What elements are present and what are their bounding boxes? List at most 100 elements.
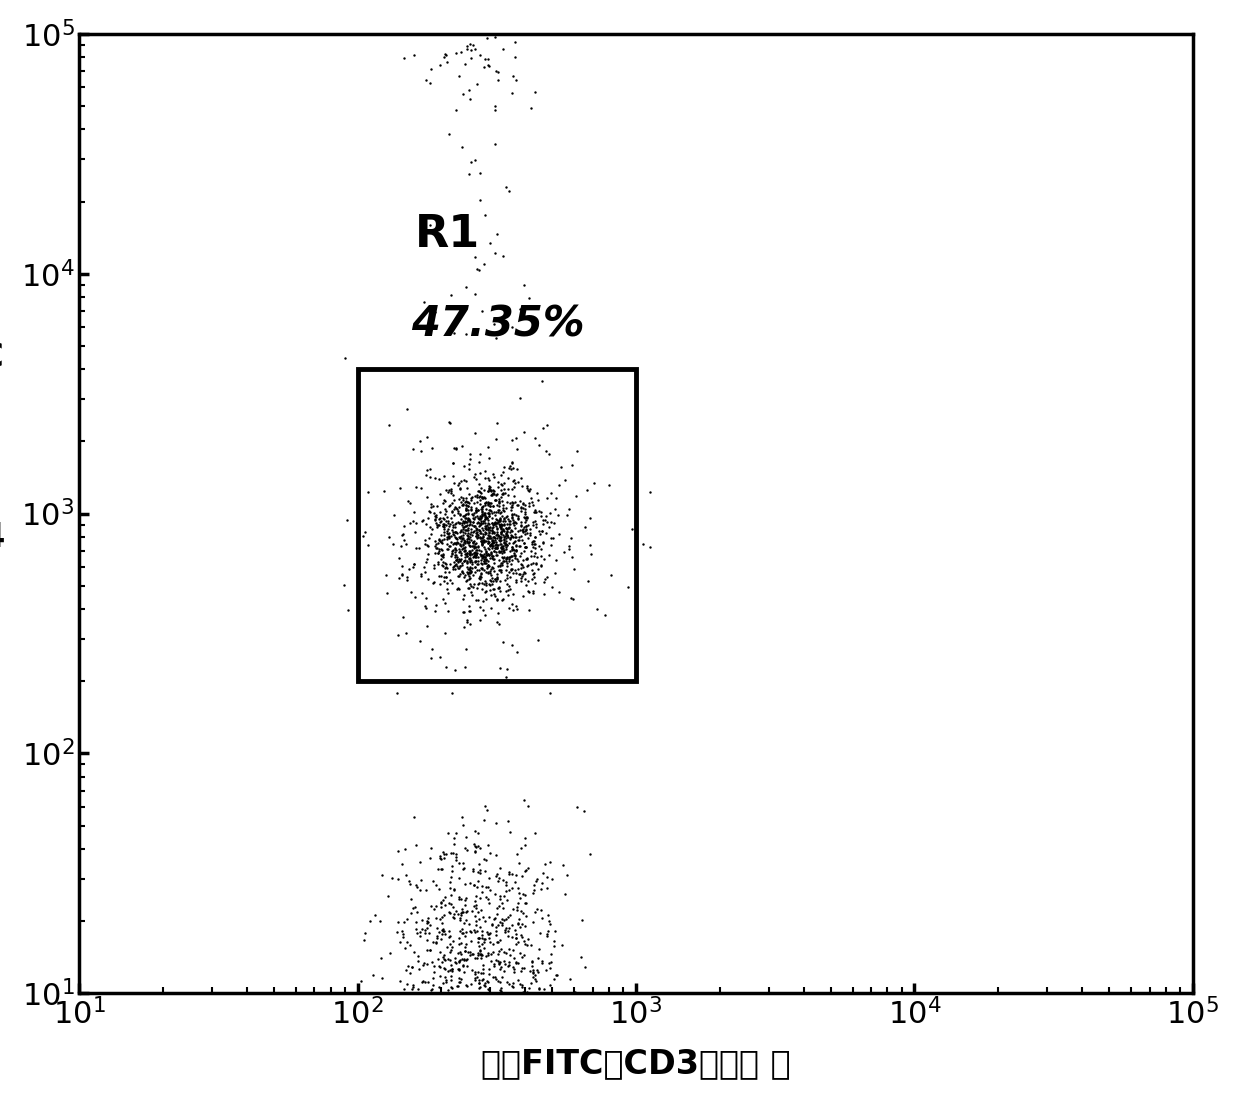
Point bbox=[444, 553, 464, 570]
Point bbox=[503, 472, 523, 490]
Point bbox=[449, 541, 469, 558]
Point bbox=[482, 514, 502, 532]
Point bbox=[482, 522, 502, 539]
Point bbox=[525, 547, 544, 565]
Point bbox=[392, 526, 412, 544]
Point bbox=[470, 515, 490, 533]
Point bbox=[405, 984, 425, 1002]
Point bbox=[448, 524, 467, 542]
Point bbox=[398, 492, 418, 510]
Point bbox=[454, 539, 474, 557]
Point bbox=[471, 568, 491, 586]
Point bbox=[492, 554, 512, 571]
Point bbox=[491, 523, 511, 541]
Point bbox=[508, 510, 528, 527]
Point bbox=[435, 593, 455, 611]
Point bbox=[494, 543, 513, 560]
Point bbox=[500, 520, 520, 537]
Point bbox=[534, 586, 554, 603]
Point bbox=[474, 977, 494, 994]
Point bbox=[505, 475, 525, 492]
Point bbox=[489, 64, 508, 81]
Point bbox=[476, 564, 496, 581]
Point bbox=[498, 953, 518, 971]
Point bbox=[518, 494, 538, 512]
Point bbox=[459, 545, 479, 563]
Point bbox=[515, 538, 534, 556]
Point bbox=[467, 963, 487, 981]
Point bbox=[484, 968, 503, 985]
Point bbox=[440, 286, 460, 304]
Point bbox=[455, 55, 475, 73]
Point bbox=[500, 457, 520, 475]
Point bbox=[444, 526, 464, 544]
Point bbox=[443, 519, 463, 536]
Point bbox=[454, 495, 474, 513]
Point bbox=[440, 927, 460, 945]
Point bbox=[449, 973, 469, 991]
Point bbox=[451, 935, 471, 952]
Point bbox=[455, 517, 475, 535]
Point bbox=[455, 492, 475, 510]
Point bbox=[490, 897, 510, 915]
Point bbox=[417, 914, 436, 931]
Point bbox=[562, 589, 582, 607]
Point bbox=[453, 956, 472, 973]
Point bbox=[467, 545, 487, 563]
Point bbox=[456, 521, 476, 538]
Point bbox=[463, 542, 482, 559]
Point bbox=[441, 968, 461, 985]
Point bbox=[438, 522, 458, 539]
Point bbox=[500, 523, 520, 541]
Point bbox=[432, 984, 451, 1002]
Point bbox=[513, 423, 533, 440]
Point bbox=[404, 944, 424, 961]
Point bbox=[479, 494, 498, 512]
Point bbox=[518, 797, 538, 815]
Point bbox=[544, 970, 564, 988]
Point bbox=[472, 498, 492, 515]
Point bbox=[501, 560, 521, 578]
Point bbox=[414, 293, 434, 310]
Point bbox=[486, 847, 506, 864]
Point bbox=[507, 440, 527, 458]
Point bbox=[424, 557, 444, 575]
Point bbox=[461, 550, 481, 568]
Point bbox=[506, 571, 526, 589]
Point bbox=[439, 481, 459, 499]
Point bbox=[515, 509, 534, 526]
Point bbox=[449, 559, 469, 577]
Point bbox=[556, 885, 575, 903]
Point bbox=[443, 560, 463, 578]
Point bbox=[464, 494, 484, 512]
Point bbox=[441, 503, 461, 521]
Point bbox=[433, 515, 453, 533]
Point bbox=[458, 841, 477, 859]
Point bbox=[477, 925, 497, 942]
Point bbox=[471, 530, 491, 547]
Point bbox=[480, 843, 500, 861]
Point bbox=[487, 536, 507, 554]
Point bbox=[507, 497, 527, 514]
Point bbox=[464, 14, 484, 32]
Point bbox=[518, 481, 538, 499]
Point bbox=[481, 573, 501, 590]
Point bbox=[463, 533, 482, 550]
Point bbox=[463, 587, 482, 604]
Point bbox=[459, 542, 479, 559]
Point bbox=[516, 550, 536, 568]
Point bbox=[439, 602, 459, 620]
Point bbox=[460, 545, 480, 563]
Point bbox=[484, 523, 503, 541]
Point bbox=[358, 483, 378, 501]
Point bbox=[420, 460, 440, 478]
Point bbox=[467, 260, 487, 277]
Point bbox=[455, 938, 475, 956]
Point bbox=[471, 519, 491, 536]
Point bbox=[436, 559, 456, 577]
Point bbox=[536, 506, 556, 524]
Point bbox=[489, 952, 508, 970]
Point bbox=[405, 898, 425, 916]
Point bbox=[472, 506, 492, 524]
Point bbox=[443, 521, 463, 538]
